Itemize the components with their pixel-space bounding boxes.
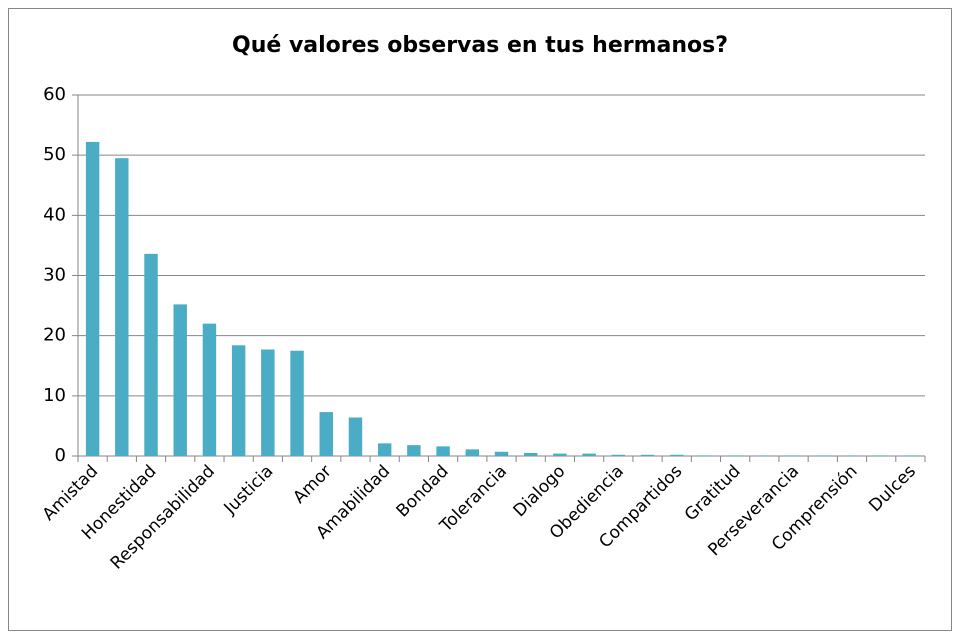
- chart-title: Qué valores observas en tus hermanos?: [232, 33, 728, 58]
- bar: [290, 350, 304, 456]
- bar: [436, 446, 450, 456]
- bar: [494, 451, 509, 456]
- bar: [611, 454, 626, 456]
- bar: [523, 452, 538, 456]
- y-tick-label: 10: [43, 385, 66, 406]
- bar: [173, 304, 187, 456]
- bar: [115, 158, 129, 457]
- bar: [231, 345, 246, 456]
- bar: [874, 455, 888, 456]
- bar: [816, 455, 830, 456]
- bar: [845, 455, 859, 456]
- y-tick-label: 60: [43, 84, 66, 105]
- bar: [699, 455, 713, 456]
- bar: [319, 412, 333, 456]
- bar: [786, 455, 801, 456]
- bar: [407, 445, 421, 456]
- y-tick-label: 40: [43, 204, 66, 225]
- bar: [144, 253, 158, 456]
- bar: [377, 443, 392, 456]
- bar: [582, 453, 596, 456]
- chart-frame: [8, 8, 952, 631]
- y-tick-label: 20: [43, 325, 66, 346]
- bar: [640, 454, 655, 456]
- bar: [903, 455, 918, 456]
- bar: [348, 417, 363, 456]
- bar: [728, 455, 742, 456]
- bar: [465, 449, 480, 456]
- y-tick-label: 30: [43, 265, 66, 286]
- bar: [670, 454, 684, 456]
- bar: [85, 141, 100, 456]
- bar: [553, 453, 567, 456]
- bar: [261, 349, 275, 456]
- bar: [202, 323, 217, 456]
- y-tick-label: 0: [55, 445, 66, 466]
- y-tick-label: 50: [43, 144, 66, 165]
- bar: [757, 455, 772, 456]
